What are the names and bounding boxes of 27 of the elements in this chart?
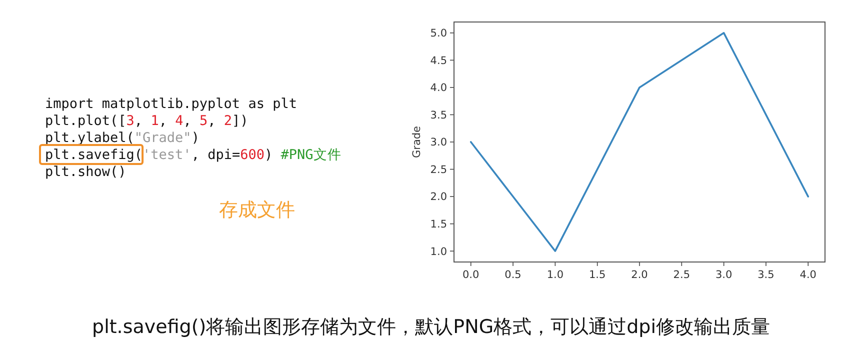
x-tick-label: 3.5 [758,269,774,281]
x-tick-label: 3.0 [715,269,732,281]
y-tick-label: 4.5 [430,54,447,67]
y-tick-label: 3.5 [430,109,447,122]
y-tick-label: 2.5 [430,164,447,176]
text: import matplotlib.pyplot as plt [45,96,297,112]
text: 存成文件 [219,199,295,221]
line-series [470,32,810,252]
text: plt.savefig()将输出图形存储为文件，默认PNG格式，可以通过dpi修改输出质量 [92,316,770,338]
text: plt.show() [45,164,126,180]
x-tick-label: 0.0 [462,269,480,281]
y-tick-label: 5.0 [430,28,447,40]
x-tick-label: 1.0 [546,269,564,281]
y-tick-label: 4.0 [430,82,447,94]
y-tick-label: 1.5 [430,218,447,231]
y-tick-label: 3.0 [430,136,447,149]
y-tick-label: 1.0 [430,246,447,258]
text: plt.savefig('test', dpi=600) #PNG文件 [45,147,342,163]
x-tick-label: 0.5 [504,269,522,281]
x-tick-label: 1.5 [588,269,606,281]
text: plt.ylabel("Grade") [45,130,200,146]
y-axis-title: Grade [411,126,423,158]
x-tick-label: 2.5 [673,269,690,281]
x-tick-label: 4.0 [800,269,816,281]
x-tick-label: 2.0 [631,269,648,281]
text: plt.plot([3, 1, 4, 5, 2]) [45,113,248,129]
y-tick-label: 2.0 [430,191,447,204]
